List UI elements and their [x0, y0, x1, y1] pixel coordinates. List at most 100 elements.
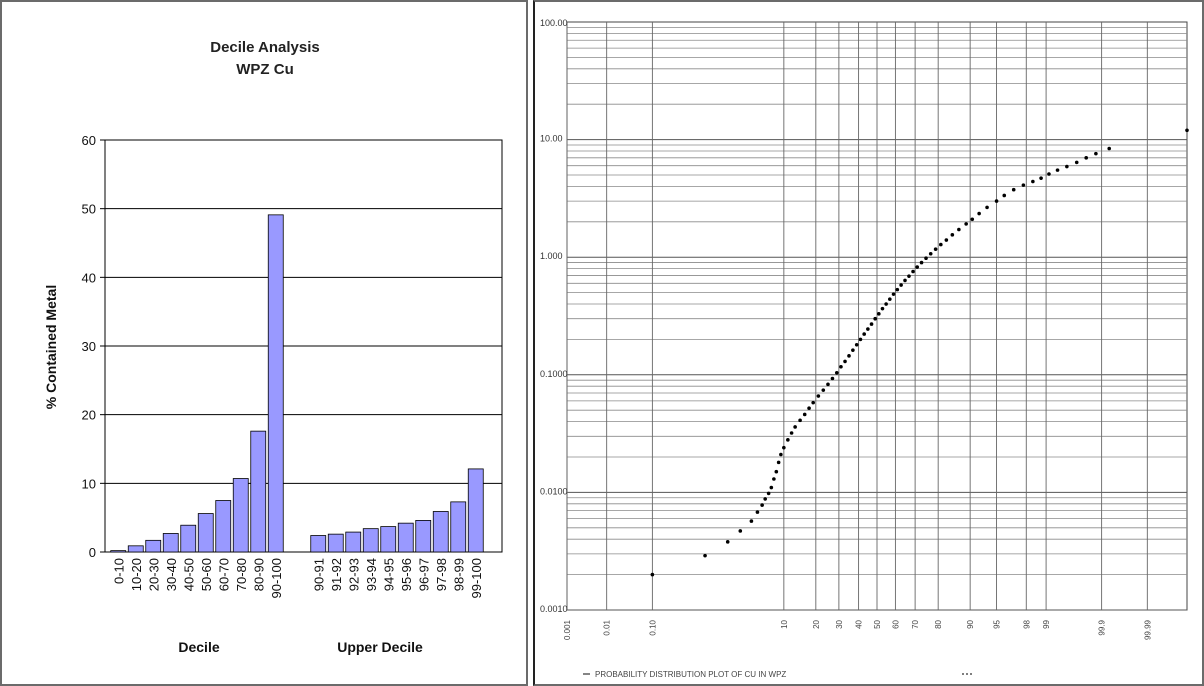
- data-point: [725, 540, 730, 544]
- x-tick-label: 60: [891, 619, 900, 628]
- data-point: [1107, 146, 1112, 151]
- data-point: [826, 382, 830, 387]
- bar: [180, 524, 197, 553]
- data-point: [903, 278, 907, 283]
- data-point: [760, 503, 764, 507]
- x-tick-label: 0.001: [563, 619, 572, 640]
- data-point: [749, 519, 754, 523]
- x-tick-label: 90-91: [311, 558, 326, 591]
- group-label-decile: Decile: [178, 639, 219, 655]
- decile-chart-panel: Decile Analysis WPZ Cu 0 10 20 30 40 50 60 0-1…: [0, 0, 528, 686]
- data-point: [798, 418, 802, 423]
- bar: [397, 522, 414, 553]
- x-tick-label: 97-98: [434, 558, 449, 591]
- data-point: [830, 376, 835, 381]
- data-point: [1011, 187, 1016, 192]
- x-tick-label: 94-95: [381, 558, 396, 591]
- x-tick-label: 40: [855, 619, 864, 628]
- decile-bar-chart: Decile Analysis WPZ Cu 0 10 20 30 40 50 60 0-1…: [43, 39, 503, 655]
- data-point: [877, 312, 881, 316]
- data-point: [994, 199, 999, 203]
- bar: [232, 478, 249, 553]
- x-tick-label: 90: [966, 619, 975, 628]
- data-point: [858, 337, 863, 342]
- data-point: [851, 348, 855, 352]
- data-point: [944, 238, 949, 242]
- data-point: [847, 354, 851, 358]
- data-point: [939, 242, 943, 247]
- y-tick-label: 0.1000: [540, 369, 568, 379]
- data-point: [1021, 183, 1026, 187]
- data-point: [970, 217, 975, 222]
- y-tick-label: 0: [89, 545, 96, 560]
- data-point: [703, 553, 707, 558]
- data-point: [884, 302, 888, 306]
- bar: [327, 533, 344, 553]
- data-point: [1094, 151, 1098, 156]
- y-tick-label: 10: [82, 476, 96, 491]
- bar: [310, 535, 327, 553]
- data-point: [1039, 176, 1043, 180]
- data-point: [786, 438, 790, 442]
- data-point: [834, 370, 839, 375]
- y-tick-label: 10.00: [540, 134, 563, 144]
- x-tick-label: 50-60: [199, 558, 214, 591]
- data-point: [933, 247, 938, 251]
- x-tick-label: 80-90: [251, 558, 266, 591]
- x-tick-label: 92-93: [346, 558, 361, 591]
- x-tick-label: 50: [873, 619, 882, 628]
- data-point: [911, 269, 915, 274]
- data-point: [1185, 128, 1189, 133]
- x-tick-label: 0.10: [648, 619, 657, 635]
- data-point: [907, 274, 911, 278]
- probability-plot: 100.00 10.00 1.000 0.1000 0.0100 0.0010 0.001…: [540, 18, 1189, 679]
- x-tick-label: 98: [1022, 619, 1031, 628]
- x-tick-label: 96-97: [416, 558, 431, 591]
- bar: [250, 430, 267, 553]
- bar: [197, 513, 214, 553]
- data-point: [779, 452, 783, 457]
- data-point: [854, 342, 859, 347]
- data-point: [924, 256, 928, 261]
- bar: [162, 533, 179, 553]
- data-point: [816, 394, 821, 398]
- bar: [362, 528, 379, 553]
- legend-text: PROBABILITY DISTRIBUTION PLOT OF CU IN W…: [595, 670, 786, 679]
- data-point: [755, 510, 760, 514]
- x-tick-label: 98-99: [451, 558, 466, 591]
- data-point: [782, 445, 786, 450]
- data-point: [789, 431, 794, 435]
- data-point: [843, 359, 847, 364]
- y-tick-label: 100.00: [540, 18, 568, 28]
- x-tick-label: 20: [812, 619, 821, 628]
- data-point: [869, 322, 874, 326]
- data-point: [899, 283, 903, 287]
- data-point: [774, 469, 779, 474]
- bar: [432, 511, 449, 553]
- data-point: [928, 251, 933, 256]
- data-point: [772, 477, 776, 481]
- data-point: [1047, 172, 1051, 176]
- x-tick-label: 0.01: [603, 619, 612, 635]
- x-tick-label: 99.9: [1098, 619, 1107, 635]
- bar: [467, 468, 484, 553]
- data-point: [985, 205, 989, 210]
- x-tick-label: 93-94: [364, 558, 379, 591]
- data-point: [957, 227, 961, 232]
- x-tick-label: 20-30: [146, 558, 161, 591]
- x-tick-label: 70-80: [234, 558, 249, 591]
- data-point: [915, 265, 920, 269]
- bar: [145, 539, 162, 553]
- y-tick-label: 40: [82, 270, 96, 285]
- data-point: [977, 211, 981, 216]
- bar: [127, 545, 144, 553]
- data-point: [807, 406, 811, 410]
- y-tick-label: 1.000: [540, 251, 563, 261]
- legend: PROBABILITY DISTRIBUTION PLOT OF CU IN W…: [583, 670, 972, 679]
- data-point: [1031, 179, 1035, 184]
- bar: [345, 531, 362, 553]
- x-tick-label: 60-70: [216, 558, 231, 591]
- group-label-upper-decile: Upper Decile: [337, 639, 423, 655]
- chart-title: Decile Analysis: [210, 39, 320, 56]
- x-tick-label: 10-20: [129, 558, 144, 591]
